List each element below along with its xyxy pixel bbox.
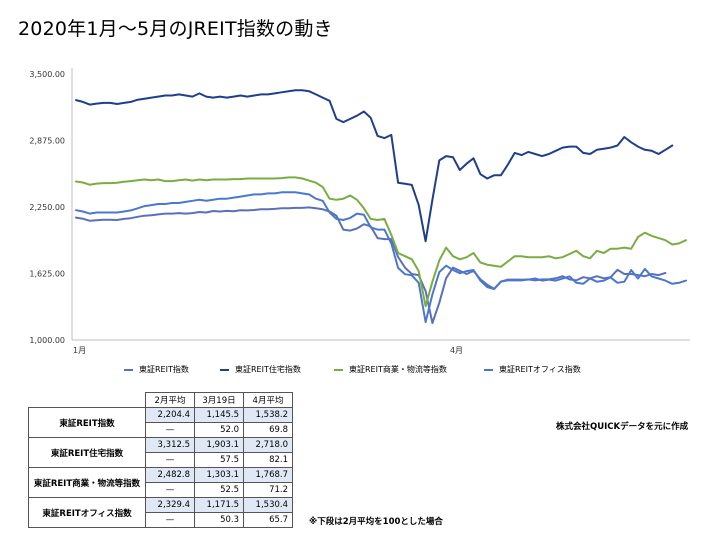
table-header: 4月平均 <box>243 392 293 408</box>
y-tick-label: 1,625.00 <box>29 270 65 279</box>
table-cell: 57.5 <box>194 452 244 468</box>
table-row-label: 東証REIT指数 <box>28 407 146 438</box>
x-tick-label: 1月 <box>73 346 86 355</box>
legend-label-reit: 東証REIT指数 <box>139 365 189 374</box>
table-cell: 2,482.8 <box>145 467 195 483</box>
source-note: 株式会社QUICKデータを元に作成 <box>556 422 689 432</box>
table-row: — 50.3 65.7 <box>29 512 293 528</box>
table-cell: 65.7 <box>243 512 293 528</box>
legend-swatch-office <box>484 368 493 371</box>
table-cell: 1,768.7 <box>243 467 293 483</box>
table-row: — 52.0 69.8 <box>29 422 293 438</box>
table-cell: 52.0 <box>194 422 244 438</box>
page-title: 2020年1月〜5月のJREIT指数の動き <box>18 18 333 40</box>
footnote: ※下段は2月平均を100とした場合 <box>309 517 443 527</box>
summary-table: 2月平均 3月19日 4月平均 東証REIT指数 2,204.4 1,145.5… <box>28 392 293 528</box>
table-cell: 3,312.5 <box>145 437 195 453</box>
legend-swatch-reit <box>124 368 133 371</box>
table-header: 2月平均 <box>145 392 195 408</box>
table-cell: 52.5 <box>194 482 244 498</box>
legend-item-reit: 東証REIT指数 <box>124 364 189 375</box>
table-cell: 1,303.1 <box>194 467 244 483</box>
y-tick-label: 2,250.00 <box>29 203 65 212</box>
table-cell: 1,530.4 <box>243 497 293 513</box>
y-tick-label: 3,500.00 <box>29 70 65 79</box>
table-cell: 82.1 <box>243 452 293 468</box>
legend-item-residential: 東証REIT住宅指数 <box>220 364 301 375</box>
legend-label-office: 東証REITオフィス指数 <box>499 365 581 374</box>
table-cell: — <box>145 422 195 438</box>
table-cell: 71.2 <box>243 482 293 498</box>
legend-label-residential: 東証REIT住宅指数 <box>235 365 301 374</box>
table-cell: — <box>145 452 195 468</box>
table-cell: 2,204.4 <box>145 407 195 423</box>
table-cell: 1,171.5 <box>194 497 244 513</box>
table-cell: 2,329.4 <box>145 497 195 513</box>
table-cell: 50.3 <box>194 512 244 528</box>
chart-legend: 東証REIT指数 東証REIT住宅指数 東証REIT商業・物流等指数 東証REI… <box>0 364 720 378</box>
series-line-2 <box>75 176 687 308</box>
series-line-3 <box>75 191 687 324</box>
table-row-label: 東証REIT住宅指数 <box>28 437 146 468</box>
table-row: 東証REITオフィス指数 2,329.4 1,171.5 1,530.4 <box>28 497 293 528</box>
table-cell: — <box>145 512 195 528</box>
table-header: 3月19日 <box>194 392 244 408</box>
table-row: — 57.5 82.1 <box>29 452 293 468</box>
legend-item-office: 東証REITオフィス指数 <box>484 364 581 375</box>
table-corner <box>29 393 146 408</box>
legend-swatch-residential <box>220 368 229 371</box>
table-row-label: 東証REIT商業・物流等指数 <box>28 467 146 498</box>
table-row: 東証REIT指数 2,204.4 1,145.5 1,538.2 <box>28 407 293 438</box>
table-cell: 1,903.1 <box>194 437 244 453</box>
legend-item-retail-logistics: 東証REIT商業・物流等指数 <box>334 364 447 375</box>
table-header-row: 2月平均 3月19日 4月平均 <box>29 392 293 408</box>
x-tick-label: 4月 <box>450 346 463 355</box>
series-line-1 <box>75 89 674 243</box>
line-chart: 3,500.00 2,875.00 2,250.00 1,625.00 1,000.00… <box>29 68 690 355</box>
table-cell: 1,145.5 <box>194 407 244 423</box>
legend-label-retail-logistics: 東証REIT商業・物流等指数 <box>349 365 447 374</box>
y-tick-label: 1,000.00 <box>29 336 65 345</box>
table-cell: — <box>145 482 195 498</box>
table-cell: 1,538.2 <box>243 407 293 423</box>
series-line-0 <box>75 206 667 324</box>
table-cell: 69.8 <box>243 422 293 438</box>
legend-swatch-retail-logistics <box>334 368 343 371</box>
y-tick-label: 2,875.00 <box>29 137 65 146</box>
table-row-label: 東証REITオフィス指数 <box>28 497 146 528</box>
table-row: 東証REIT商業・物流等指数 2,482.8 1,303.1 1,768.7 <box>28 467 293 498</box>
table-cell: 2,718.0 <box>243 437 293 453</box>
table-row: 東証REIT住宅指数 3,312.5 1,903.1 2,718.0 <box>28 437 293 468</box>
